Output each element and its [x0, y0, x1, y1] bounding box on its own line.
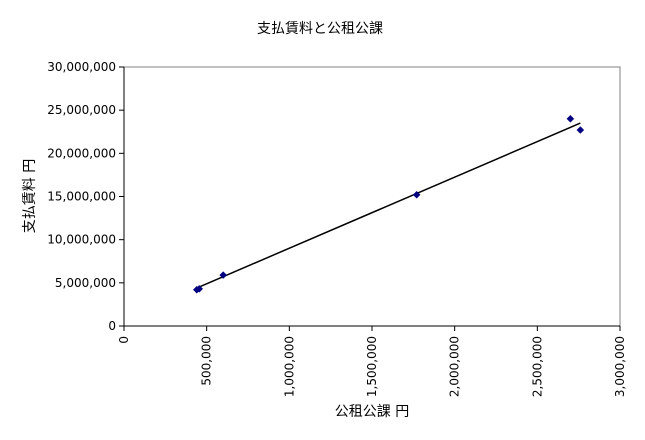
trendline	[196, 122, 581, 289]
y-tick-label: 30,000,000	[47, 60, 116, 74]
y-tick-label: 0	[108, 319, 116, 333]
x-tick-label: 1,500,000	[365, 336, 379, 397]
x-axis-label: 公租公課 円	[335, 404, 409, 420]
y-tick-label: 15,000,000	[47, 190, 116, 204]
plot-area	[123, 66, 621, 327]
x-tick-label: 500,000	[200, 336, 214, 386]
data-point	[195, 285, 204, 293]
y-tick-label: 10,000,000	[47, 233, 116, 247]
y-axis-ticks: 0 5,000,000 10,000,000 15,000,000 20,000,000…	[47, 60, 124, 333]
x-tick-label: 1,000,000	[282, 336, 296, 397]
y-tick-label: 25,000,000	[47, 103, 116, 117]
data-points	[192, 114, 585, 294]
x-tick-label: 2,500,000	[530, 336, 544, 397]
data-point	[576, 126, 585, 134]
data-point	[412, 190, 421, 199]
data-point	[219, 271, 228, 279]
x-tick-label: 2,000,000	[448, 336, 462, 397]
x-axis-ticks: 0 500,000 1,000,000 1,500,000 2,000,000 2,500…	[117, 326, 627, 397]
x-tick-label: 0	[117, 336, 131, 344]
trendline-group	[196, 122, 581, 289]
chart-title: 支払賃料と公租公課	[257, 21, 383, 37]
data-point	[566, 114, 575, 123]
y-axis-label: 支払賃料 円	[22, 159, 38, 233]
x-tick-label: 3,000,000	[613, 336, 627, 397]
y-tick-label: 5,000,000	[55, 276, 116, 290]
y-tick-label: 20,000,000	[47, 146, 116, 160]
